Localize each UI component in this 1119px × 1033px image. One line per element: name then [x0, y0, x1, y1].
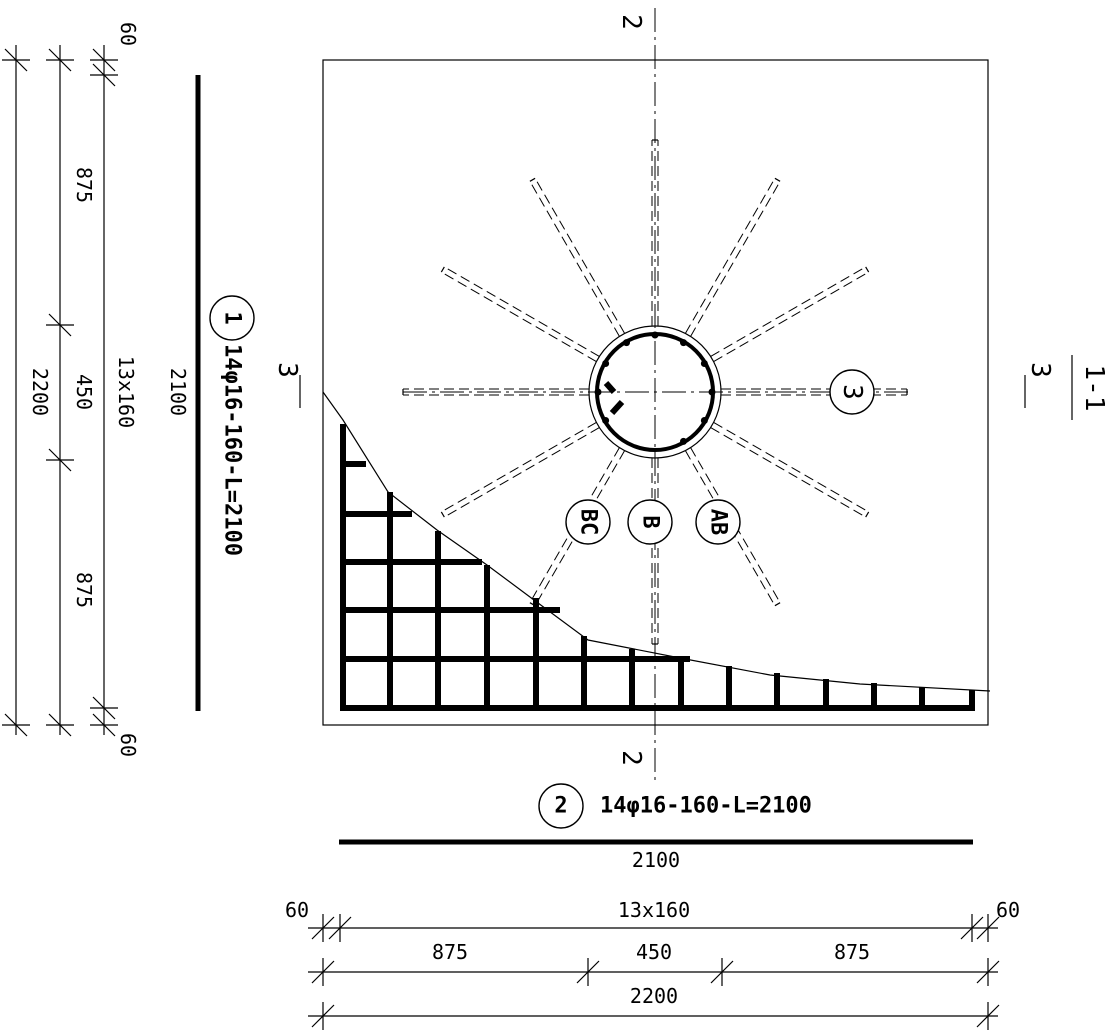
axis-ab: AB: [706, 509, 731, 536]
bar1-length: 2100: [166, 368, 190, 416]
dim-bottom-part-mid: 450: [636, 940, 672, 964]
bar1-spec: 14φ16-160-L=2100: [220, 344, 245, 556]
dim-left-part-bottom: 875: [72, 572, 96, 608]
rebar-dot: [700, 417, 708, 424]
section-title: 1-1: [1079, 365, 1109, 412]
dim-left-edge-bottom: 60: [116, 733, 140, 757]
axis-bc: BC: [576, 509, 601, 536]
column-outline: [588, 325, 722, 459]
bar2-length: 2100: [632, 848, 680, 872]
bar2-mark-circle: [538, 783, 584, 829]
bar3-mark: 3: [837, 384, 867, 400]
axis-ab-circle: [695, 499, 741, 545]
radial-bar-line: [710, 266, 866, 357]
radial-bar-line: [529, 181, 620, 337]
section-2-top-label: 2: [616, 14, 646, 30]
dim-bottom-part-left: 875: [432, 940, 468, 964]
column-rebar: [594, 331, 716, 445]
radial-bar-end: [865, 511, 870, 518]
dim-left-part-top: 875: [72, 167, 96, 203]
rebar-dot: [680, 339, 687, 347]
radial-bar-line: [684, 178, 776, 334]
axis-b: B: [638, 515, 663, 528]
bottom-dimensions: 60 13x160 60 875 450 875 2200: [285, 898, 1020, 1030]
dim-bottom-edge-right: 60: [996, 898, 1020, 922]
column-hook: [609, 399, 625, 416]
rebar-dot: [623, 339, 630, 347]
dim-left-part-mid: 450: [72, 374, 96, 410]
radial-bar-line: [713, 421, 869, 513]
rebar-dot: [651, 331, 659, 339]
bar1-mark-circle: [209, 295, 255, 341]
radial-bar-line: [710, 427, 866, 518]
radial-bars: [402, 139, 908, 645]
dim-bottom-part-right: 875: [834, 940, 870, 964]
rebar-dot: [594, 388, 602, 396]
radial-bar-line: [713, 271, 869, 363]
bar2-spec: 14φ16-160-L=2100: [600, 794, 812, 819]
radial-bar-end: [774, 177, 781, 182]
left-dimensions: 60 875 450 875 13x160 2200 60: [2, 22, 140, 757]
rebar-dot: [680, 437, 687, 445]
radial-bar-line: [690, 181, 781, 337]
rebar-grid: [340, 424, 975, 711]
radial-bar-line: [534, 178, 626, 334]
dim-left-edge-top: 60: [116, 22, 140, 46]
rebar-dot: [602, 417, 610, 424]
dim-bottom-total: 2200: [630, 984, 678, 1008]
axis-bc-circle: [565, 499, 611, 545]
radial-bar-end: [440, 266, 445, 273]
radial-bar-end: [529, 177, 536, 182]
section-3-left-label: 3: [272, 362, 302, 378]
rebar-dot: [700, 360, 708, 367]
axis-b-circle: [627, 499, 673, 545]
section-2-bottom-label: 2: [616, 750, 646, 766]
rebar-dot: [708, 388, 716, 396]
radial-bar-line: [444, 266, 600, 357]
radial-bar-line: [441, 421, 597, 513]
dim-bottom-spacing: 13x160: [618, 898, 690, 922]
column-hook: [603, 381, 617, 394]
dim-left-total: 2200: [28, 368, 52, 416]
radial-bar-end: [865, 266, 870, 273]
radial-bar-end: [774, 602, 781, 607]
bar3-mark-circle: [829, 369, 875, 415]
bar1-mark: 1: [220, 311, 245, 324]
radial-bar-end: [440, 511, 445, 518]
dim-bottom-edge-left: 60: [285, 898, 309, 922]
rebar-dot: [602, 360, 610, 367]
radial-bar-line: [441, 271, 597, 363]
dim-left-spacing: 13x160: [114, 356, 138, 428]
bar2-mark: 2: [554, 794, 567, 819]
section-3-right-label: 3: [1025, 362, 1055, 378]
